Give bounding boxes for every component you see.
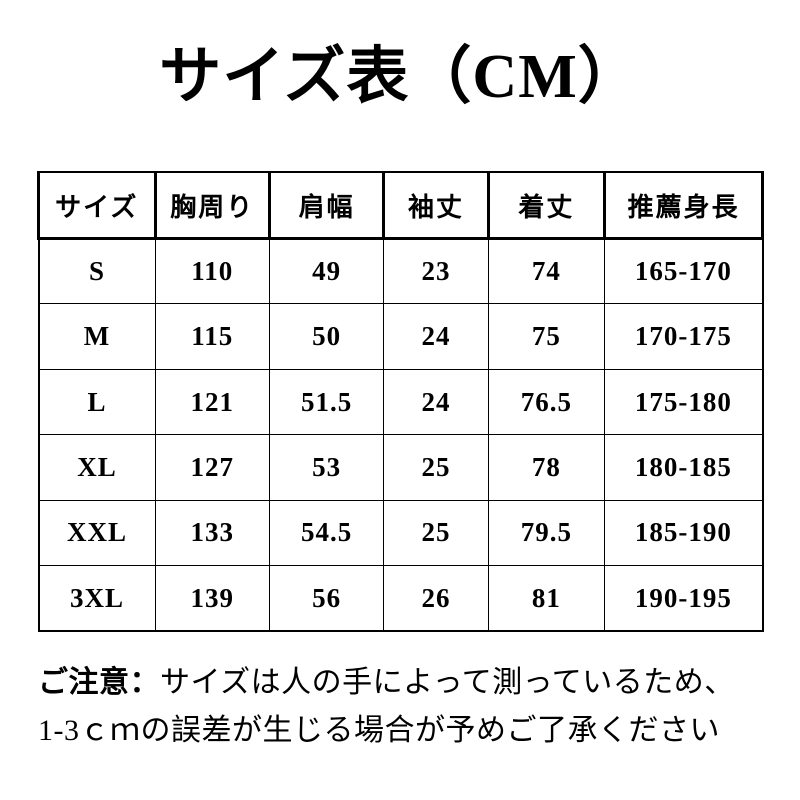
table-cell: 170-175	[604, 303, 763, 370]
table-cell: 54.5	[268, 499, 385, 567]
table-row-s: S 110 49 23 74 165-170	[38, 237, 763, 305]
column-header-height: 推薦身長	[603, 171, 764, 240]
page-title: サイズ表（CM）	[159, 43, 641, 111]
table-cell: 25	[383, 434, 489, 501]
table-cell: 110	[154, 237, 270, 305]
table-row-3xl: 3XL 139 56 26 81 190-195	[38, 565, 763, 632]
table-cell: 81	[487, 565, 606, 632]
table-cell: 165-170	[604, 237, 763, 305]
table-cell: 79.5	[487, 499, 606, 567]
table-cell: 180-185	[604, 434, 763, 501]
size-table-body: S 110 49 23 74 165-170 M 115 50 24 75 17…	[38, 237, 763, 632]
table-cell: 78	[487, 434, 606, 501]
table-cell: 139	[154, 565, 270, 632]
table-cell: 175-180	[604, 368, 763, 436]
table-cell: 56	[268, 565, 385, 632]
table-cell: L	[38, 368, 156, 436]
table-cell: XL	[38, 434, 156, 501]
table-cell: 74	[487, 237, 606, 305]
column-header-length: 着丈	[486, 171, 607, 240]
table-row-xl: XL 127 53 25 78 180-185	[38, 434, 763, 501]
table-cell: 190-195	[604, 565, 763, 632]
table-cell: S	[38, 237, 156, 305]
note-line1: サイズは人の手によって測っているため、	[160, 666, 735, 699]
table-cell: 24	[383, 303, 489, 370]
table-cell: 51.5	[268, 368, 385, 436]
table-cell: 26	[383, 565, 489, 632]
table-cell: 24	[383, 368, 489, 436]
table-cell: 185-190	[604, 499, 763, 567]
note-line2: 1-3ｃｍの誤差が生じる場合が予めご了承ください	[38, 714, 720, 747]
column-header-size: サイズ	[37, 171, 157, 240]
table-cell: M	[38, 303, 156, 370]
note-lead: ご注意：	[38, 666, 160, 699]
table-row-xxl: XXL 133 54.5 25 79.5 185-190	[38, 499, 763, 567]
table-cell: 133	[154, 499, 270, 567]
table-row-m: M 115 50 24 75 170-175	[38, 303, 763, 370]
table-cell: 127	[154, 434, 270, 501]
table-cell: 76.5	[487, 368, 606, 436]
size-note: ご注意：サイズは人の手によって測っているため、 1-3ｃｍの誤差が生じる場合が予め…	[38, 659, 735, 755]
table-row-l: L 121 51.5 24 76.5 175-180	[38, 368, 763, 436]
table-cell: 50	[268, 303, 385, 370]
size-table: サイズ 胸周り 肩幅 袖丈 着丈 推薦身長 S 110 49 23 74 165…	[37, 171, 764, 632]
table-cell: XXL	[38, 499, 156, 567]
table-cell: 121	[154, 368, 270, 436]
table-cell: 25	[383, 499, 489, 567]
column-header-chest: 胸周り	[153, 171, 271, 240]
table-cell: 53	[268, 434, 385, 501]
column-header-sleeve: 袖丈	[382, 171, 490, 240]
table-cell: 75	[487, 303, 606, 370]
table-header-row: サイズ 胸周り 肩幅 袖丈 着丈 推薦身長	[37, 171, 764, 240]
table-cell: 23	[383, 237, 489, 305]
column-header-shoulder: 肩幅	[267, 171, 386, 240]
table-cell: 49	[268, 237, 385, 305]
table-cell: 3XL	[38, 565, 156, 632]
table-cell: 115	[154, 303, 270, 370]
